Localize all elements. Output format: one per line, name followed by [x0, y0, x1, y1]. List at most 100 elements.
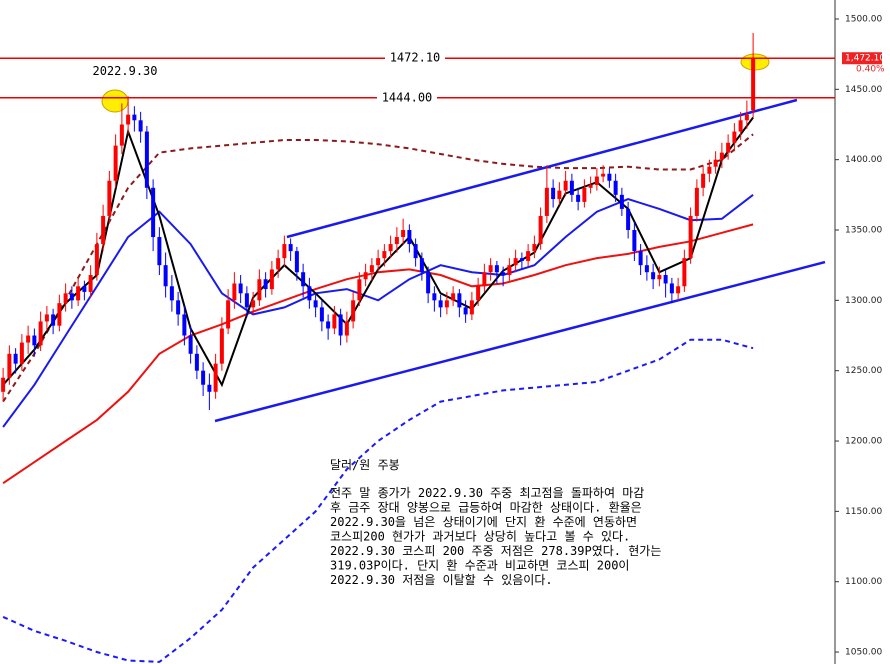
candle-body [226, 300, 231, 329]
candle-body [463, 307, 468, 315]
candle-body [7, 353, 12, 378]
candle-body [657, 275, 662, 280]
candle-body [51, 314, 56, 326]
candle-body [1, 377, 6, 392]
candle-body [63, 293, 68, 304]
candle-body [426, 272, 431, 294]
candle-body [626, 208, 631, 231]
candle-body [357, 279, 362, 301]
candle-body [194, 353, 199, 371]
candle-body [569, 180, 574, 195]
candle-body [719, 152, 724, 160]
y-tick-label: 1250.00 [845, 366, 882, 376]
candle-body [201, 370, 206, 385]
candle-body [169, 286, 174, 301]
candle-body [476, 286, 481, 301]
y-tick-label: 1100.00 [845, 577, 882, 587]
note-title: 달러/원 주봉 [330, 458, 400, 472]
candle-body [488, 265, 493, 273]
level-label-bg [377, 90, 437, 105]
candle-body [319, 307, 324, 322]
candle-body [401, 230, 406, 238]
y-tick-label: 1400.00 [845, 155, 882, 165]
note-line: 후 금주 장대 양봉으로 급등하여 마감한 상태이다. 환율은 [330, 501, 642, 515]
candle-body [82, 286, 87, 292]
candle-body [119, 124, 124, 146]
candle-body [651, 272, 656, 280]
candle-body [163, 265, 168, 287]
candle-body [376, 258, 381, 266]
candle-body [269, 269, 274, 290]
candle-body [301, 272, 306, 287]
candle-body [732, 131, 737, 143]
indicator-line [2, 338, 754, 663]
level-label: 1472.10 [390, 51, 441, 65]
candle-body [457, 293, 462, 308]
candle-body [469, 300, 474, 315]
candle-body [582, 187, 587, 202]
candle-body [494, 265, 499, 273]
candle-body [532, 244, 537, 252]
candle-body [413, 244, 418, 259]
candle-body [76, 286, 81, 301]
change-label: 0.40% [856, 65, 885, 75]
note-line: 2022.9.30 코스피 200 주중 저점은 278.39P였다. 현가는 [330, 544, 661, 558]
candle-body [113, 145, 118, 181]
candle-body [519, 258, 524, 261]
note-line: 코스피200 현가가 과거보다 상당히 높다고 볼 수 있다. [330, 530, 630, 544]
trend-line [214, 260, 826, 423]
y-tick-label: 1300.00 [845, 296, 882, 306]
candle-body [507, 265, 512, 276]
candle-body [663, 275, 668, 284]
level-label-bg [385, 51, 445, 66]
candle-body [394, 237, 399, 245]
candle-body [588, 184, 593, 188]
candle-body [451, 293, 456, 301]
candle-body [176, 300, 181, 315]
candle-body [513, 258, 518, 266]
candle-body [107, 180, 112, 216]
note-line: 319.03P이다. 단지 환 수준과 비교하면 코스피 200이 [330, 559, 629, 573]
candle-body [307, 286, 312, 301]
candle-body [157, 237, 162, 266]
candle-body [526, 251, 531, 261]
indicator-line [2, 133, 754, 403]
candle-body [551, 187, 556, 200]
candle-body [682, 258, 687, 287]
candle-body [132, 114, 137, 121]
candle-body [32, 335, 37, 346]
level-label: 1444.00 [382, 90, 433, 104]
candle-body [369, 265, 374, 273]
candle-body [101, 215, 106, 245]
candle-body [632, 230, 637, 252]
candle-body [313, 300, 318, 308]
candle-body [151, 187, 156, 238]
candle-body [238, 283, 243, 294]
candle-body [613, 180, 618, 195]
candle-body [263, 279, 268, 290]
candle-body [438, 300, 443, 308]
candle-body [213, 363, 218, 392]
candle-body [363, 272, 368, 280]
candle-body [338, 314, 343, 336]
candle-body [638, 251, 643, 266]
candle-body [701, 173, 706, 188]
note-line: 전주 말 종가가 2022.9.30 주중 최고점을 돌파하여 마감 [330, 486, 644, 500]
candle-body [244, 293, 249, 308]
candle-body [26, 335, 31, 343]
candle-body [482, 272, 487, 287]
annotation: 2022.9.30 [92, 64, 157, 78]
candle-body [251, 300, 256, 308]
note-line: 2022.9.30을 넘은 상태이기에 단지 환 수준에 연동하면 [330, 515, 637, 529]
candle-body [351, 300, 356, 322]
candle-body [88, 275, 93, 292]
candle-body [294, 251, 299, 273]
candle-body [576, 194, 581, 202]
candle-body [644, 265, 649, 273]
candle-body [688, 215, 693, 259]
candle-body [282, 244, 287, 259]
candle-body [676, 286, 681, 294]
candle-body [751, 58, 756, 111]
candle-body [276, 258, 281, 270]
